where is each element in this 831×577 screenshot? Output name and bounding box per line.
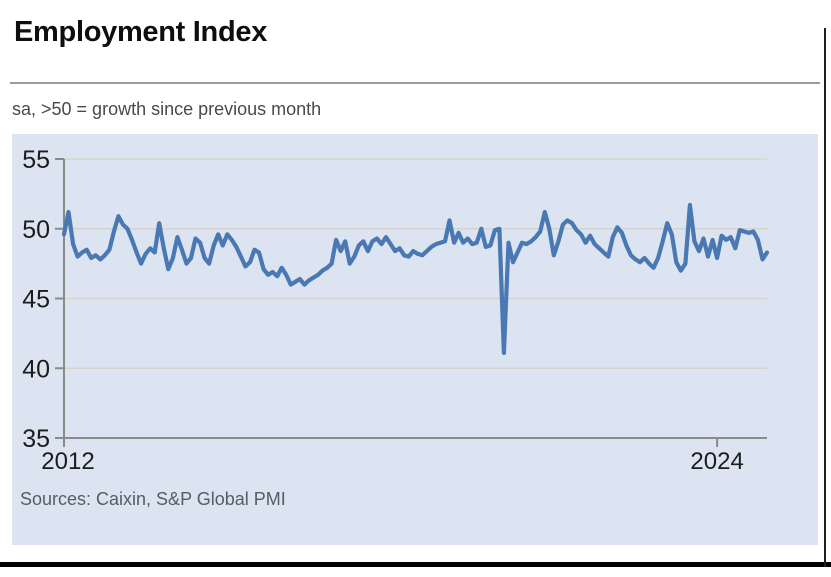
y-tick-label-35: 35 [22, 425, 50, 453]
y-tick-label-40: 40 [22, 355, 50, 383]
title-divider [10, 82, 820, 84]
frame-right-border [824, 28, 826, 567]
employment-index-series-line [61, 202, 770, 355]
y-tick-label-50: 50 [22, 216, 50, 244]
frame-bottom-border [0, 562, 831, 567]
page-title: Employment Index [14, 16, 268, 48]
y-tick-label-45: 45 [22, 286, 50, 314]
x-tick-label-2024: 2024 [690, 448, 743, 475]
y-tick-label-55: 55 [22, 146, 50, 174]
chart-subtitle: sa, >50 = growth since previous month [12, 99, 322, 119]
source-note: Sources: Caixin, S&P Global PMI [20, 489, 286, 509]
chart-panel [12, 134, 818, 545]
x-tick-label-2012: 2012 [41, 448, 94, 475]
